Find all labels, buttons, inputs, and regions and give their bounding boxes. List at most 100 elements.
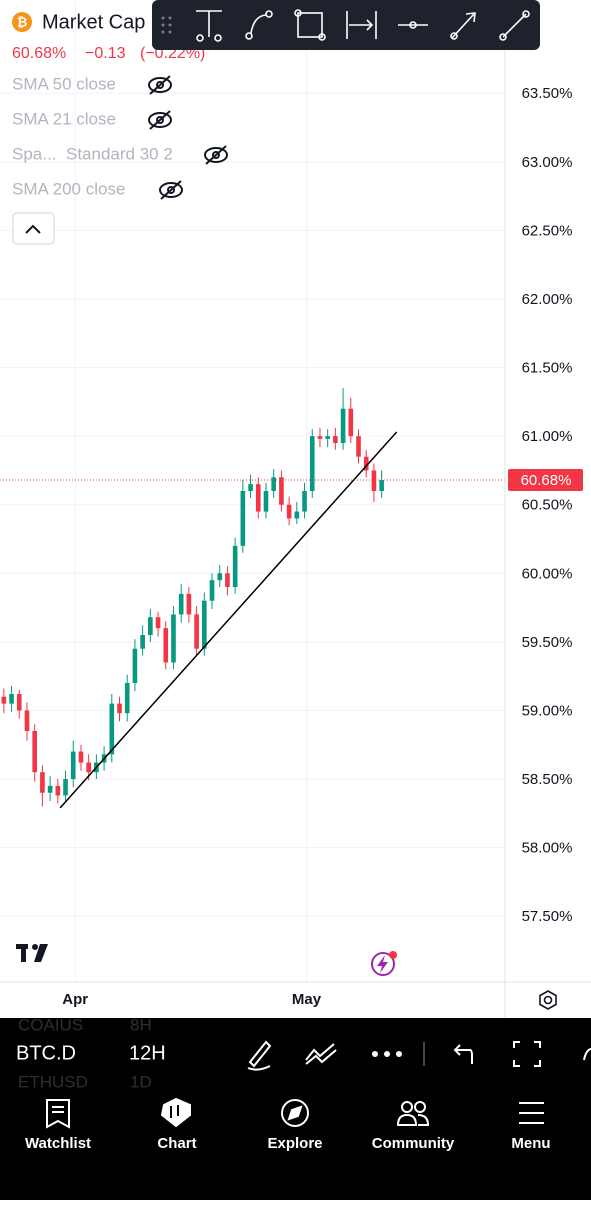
candle-body bbox=[263, 491, 269, 512]
trend-line-tool[interactable] bbox=[499, 10, 530, 41]
nav-label[interactable]: Community bbox=[372, 1135, 455, 1152]
menu-icon[interactable] bbox=[519, 1102, 544, 1124]
price-range-tool[interactable] bbox=[196, 10, 222, 42]
nav-icons bbox=[46, 1097, 544, 1129]
indicator[interactable]: SMA 200 close bbox=[12, 179, 125, 198]
candle-body bbox=[333, 436, 338, 443]
watchlist-icon[interactable] bbox=[46, 1099, 70, 1129]
candle-body bbox=[209, 580, 215, 601]
explore-icon[interactable] bbox=[281, 1099, 309, 1127]
indicator[interactable]: Standard 30 2 bbox=[66, 144, 173, 163]
indicator[interactable]: SMA 21 close bbox=[12, 109, 116, 128]
candle-body bbox=[309, 436, 315, 491]
candle-body bbox=[240, 491, 246, 546]
y-tick-label: 62.00% bbox=[522, 291, 573, 308]
y-tick-label: 63.00% bbox=[522, 154, 573, 171]
indicators: SMA 50 close SMA 21 close Spa... Standar… bbox=[12, 74, 173, 198]
eye-off[interactable] bbox=[148, 75, 172, 95]
trend-line bbox=[59, 431, 398, 809]
nav-label[interactable]: Menu bbox=[511, 1135, 550, 1152]
drawing-toolbar bbox=[152, 0, 540, 50]
candle-body bbox=[325, 436, 330, 439]
drag-handle[interactable] bbox=[161, 16, 172, 34]
path-tool[interactable] bbox=[245, 10, 273, 40]
ghost-interval: 8H bbox=[130, 1015, 152, 1034]
candle-body bbox=[78, 751, 84, 763]
eye-off[interactable] bbox=[159, 180, 183, 200]
btc-icon bbox=[12, 12, 32, 32]
symbol[interactable]: BTC.D bbox=[16, 1042, 76, 1064]
indicator[interactable]: Spa... bbox=[12, 144, 56, 163]
candle-body bbox=[47, 785, 53, 793]
lightning-icon[interactable] bbox=[371, 951, 397, 976]
nav-label[interactable]: Watchlist bbox=[25, 1135, 91, 1152]
eye-off[interactable] bbox=[148, 110, 172, 130]
settings-icon[interactable] bbox=[539, 990, 557, 1010]
nav-bar bbox=[0, 1088, 591, 1200]
collapse-button[interactable] bbox=[12, 212, 55, 245]
fullscreen-button[interactable] bbox=[513, 1041, 541, 1067]
nav-label[interactable]: Chart bbox=[157, 1135, 196, 1152]
interval[interactable]: 12H bbox=[129, 1042, 166, 1064]
candle-body bbox=[363, 456, 369, 471]
ghost-symbol: ETHUSD bbox=[18, 1072, 88, 1091]
chart-icon[interactable] bbox=[160, 1097, 191, 1128]
nav-labels: Watchlist Chart Explore Community Menu bbox=[25, 1135, 551, 1152]
candle-body bbox=[225, 573, 230, 588]
candle-body bbox=[294, 511, 300, 519]
y-tick-label: 60.00% bbox=[522, 565, 573, 582]
candle-body bbox=[155, 617, 161, 629]
candle-body bbox=[40, 772, 45, 793]
nav-label[interactable]: Explore bbox=[267, 1135, 322, 1152]
candle-body bbox=[148, 617, 153, 636]
y-tick-label: 63.50% bbox=[522, 85, 573, 102]
candle-body bbox=[9, 693, 14, 704]
btc-glyph: ₿ bbox=[17, 14, 28, 29]
candle-body bbox=[255, 484, 261, 512]
more-button[interactable] bbox=[372, 1051, 402, 1057]
candle-body bbox=[140, 635, 145, 649]
candle-body bbox=[86, 762, 91, 773]
date-range-tool[interactable] bbox=[346, 11, 377, 39]
eye-icons bbox=[148, 75, 228, 200]
candle-body bbox=[24, 710, 30, 732]
candle-body bbox=[232, 545, 238, 588]
indicators-button[interactable] bbox=[305, 1043, 337, 1065]
candle-body bbox=[317, 436, 323, 439]
y-tick-label: 61.50% bbox=[522, 360, 573, 377]
rectangle-tool[interactable] bbox=[294, 9, 326, 41]
candle-body bbox=[371, 470, 377, 491]
horizontal-ray-tool[interactable] bbox=[398, 21, 428, 29]
arrow-tool[interactable] bbox=[450, 12, 476, 40]
y-tick-label: 62.50% bbox=[522, 222, 573, 239]
symbol-bar bbox=[0, 1018, 591, 1088]
ghost-interval: 1D bbox=[130, 1072, 152, 1091]
candle-body bbox=[356, 436, 361, 457]
chevron-up bbox=[25, 224, 41, 234]
drawing-tools bbox=[161, 9, 530, 42]
last-price-label: 60.68% bbox=[521, 472, 572, 489]
candle-body bbox=[178, 593, 184, 615]
y-tick-label: 59.00% bbox=[522, 702, 573, 719]
indicator[interactable]: SMA 50 close bbox=[12, 74, 116, 93]
x-tick-label: Apr bbox=[62, 991, 88, 1008]
x-tick-label: May bbox=[292, 991, 322, 1008]
candle-body bbox=[16, 693, 22, 711]
candle-body bbox=[1, 696, 7, 704]
community-icon[interactable] bbox=[396, 1101, 430, 1126]
y-tick-label: 58.00% bbox=[522, 840, 573, 857]
candle-body bbox=[286, 504, 292, 519]
eye-off[interactable] bbox=[204, 145, 228, 165]
candle-body bbox=[32, 731, 38, 773]
candle-body bbox=[348, 408, 354, 437]
candle-body bbox=[217, 573, 223, 581]
candle-body bbox=[279, 477, 284, 505]
candle-body bbox=[63, 779, 68, 796]
candle-body bbox=[70, 751, 76, 780]
undo-button[interactable] bbox=[453, 1044, 473, 1064]
toolbar-icons bbox=[247, 1040, 591, 1071]
candle-body bbox=[271, 477, 277, 491]
draw-button[interactable] bbox=[247, 1040, 272, 1071]
candle-body bbox=[202, 600, 207, 649]
